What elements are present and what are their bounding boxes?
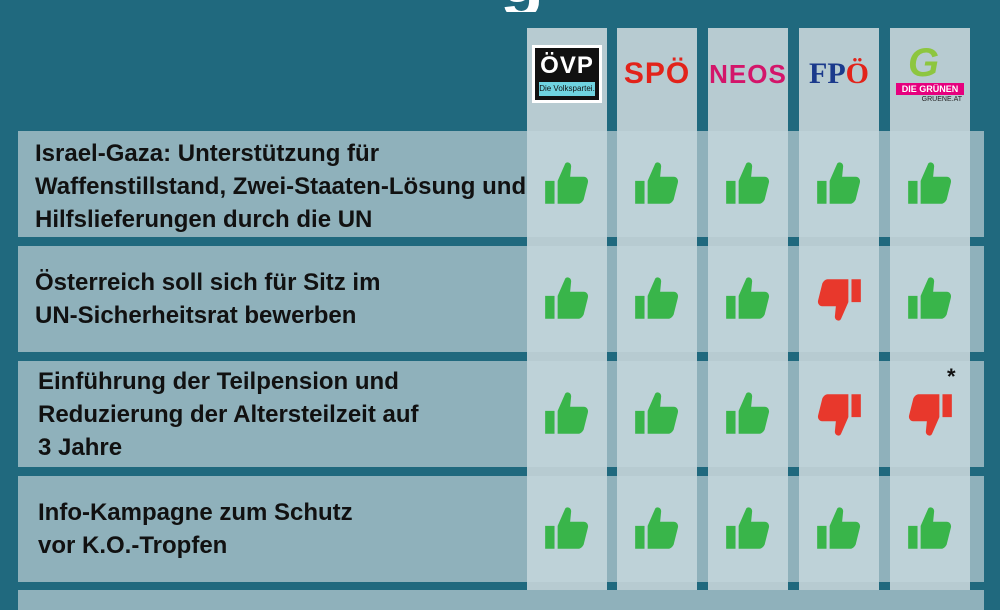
vote-cell [527,131,607,237]
thumbs-up-icon [722,158,774,210]
vote-cell [617,476,697,582]
vote-cell [708,246,788,352]
vote-cell [527,361,607,467]
vote-cell [708,361,788,467]
vote-cell [617,361,697,467]
thumbs-up-icon [631,503,683,555]
thumbs-up-icon [631,388,683,440]
thumbs-up-icon [722,503,774,555]
logo-neos: NEOS [709,58,787,89]
vote-cell [890,361,970,467]
thumbs-down-icon [813,273,865,325]
thumbs-up-icon [813,503,865,555]
vote-cell [799,476,879,582]
vote-cell [708,476,788,582]
thumbs-up-icon [722,388,774,440]
vote-cell [617,246,697,352]
thumbs-up-icon [541,388,593,440]
vote-cell [890,246,970,352]
vote-cell [527,246,607,352]
thumbs-up-icon [904,273,956,325]
vote-cell [890,131,970,237]
thumbs-up-icon [541,158,593,210]
thumbs-up-icon [813,158,865,210]
thumbs-down-icon [904,388,956,440]
vote-cell [617,131,697,237]
row-text: Israel-Gaza: Unterstützung für Waffensti… [35,140,527,233]
thumbs-up-icon [904,158,956,210]
page-title: g [500,0,620,12]
table-row-partial [18,590,984,610]
footnote-asterisk: * [947,364,956,389]
vote-cell [890,476,970,582]
row-text: Einführung der Teilpension und Reduzieru… [38,368,419,461]
vote-cell [708,131,788,237]
vote-cell [799,361,879,467]
thumbs-up-icon [722,273,774,325]
thumbs-up-icon [631,158,683,210]
vote-cell [527,476,607,582]
logo-ovp: ÖVP Die Volkspartei. [527,38,607,110]
vote-cell [799,246,879,352]
vote-cell [799,131,879,237]
thumbs-up-icon [904,503,956,555]
logo-fpo: FPÖ [809,57,869,90]
row-text: Info-Kampagne zum Schutz vor K.O.-Tropfe… [38,499,353,559]
thumbs-down-icon [813,388,865,440]
logo-spo: SPÖ [623,57,691,90]
logo-gruene: G DIE GRÜNEN GRUENE.AT [890,38,970,110]
row-text: Österreich soll sich für Sitz im UN-Sich… [35,269,381,329]
thumbs-up-icon [541,503,593,555]
thumbs-up-icon [631,273,683,325]
thumbs-up-icon [541,273,593,325]
